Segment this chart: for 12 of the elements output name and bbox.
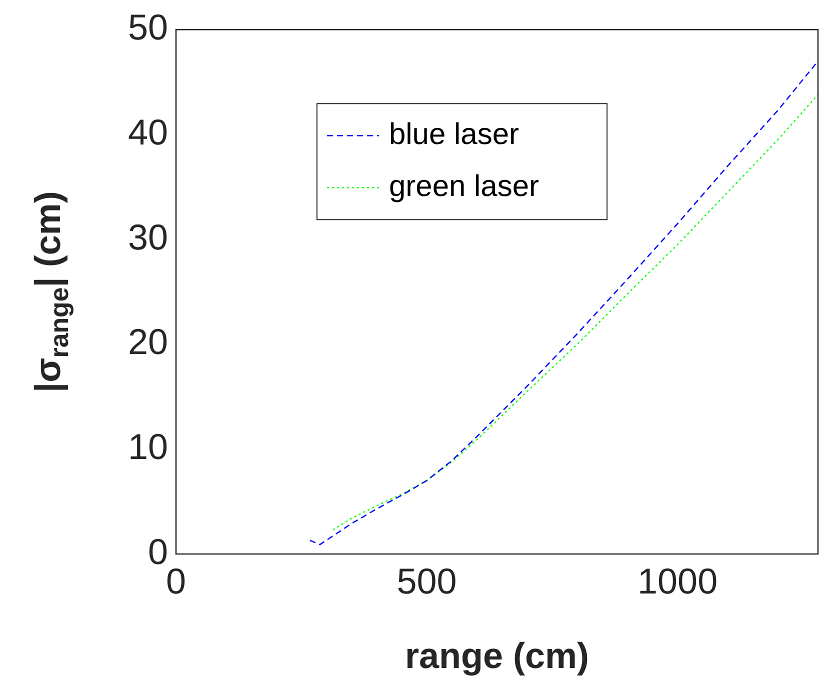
y-tick-label: 30 bbox=[128, 216, 168, 258]
legend-label: green laser bbox=[388, 170, 540, 203]
y-tick-label: 20 bbox=[128, 321, 168, 362]
x-axis-title: range (cm) bbox=[404, 634, 590, 676]
y-axis-title: |σrange| (cm) bbox=[26, 191, 74, 392]
legend-label: blue laser bbox=[388, 118, 520, 151]
y-tick-label: 50 bbox=[128, 6, 168, 48]
y-tick-label: 0 bbox=[148, 530, 168, 572]
x-tick-label: 500 bbox=[396, 560, 457, 602]
x-tick-label: 1000 bbox=[638, 560, 718, 602]
y-tick-label: 40 bbox=[128, 111, 168, 152]
y-tick-label: 10 bbox=[128, 426, 168, 468]
